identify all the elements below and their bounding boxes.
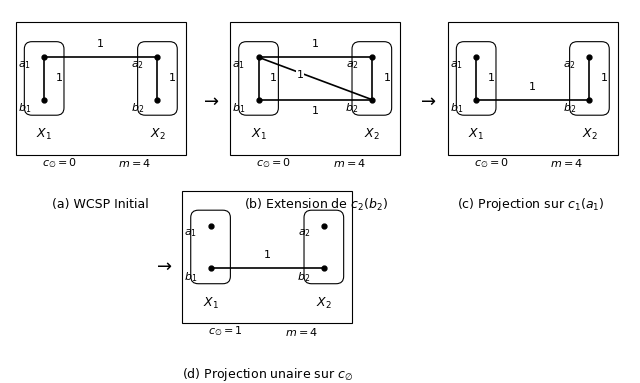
FancyBboxPatch shape [230,22,400,155]
Text: $X_1$: $X_1$ [36,127,52,142]
FancyBboxPatch shape [239,42,278,115]
Text: $\rightarrow$: $\rightarrow$ [200,92,220,110]
FancyBboxPatch shape [352,42,392,115]
FancyBboxPatch shape [24,42,64,115]
Text: $X_2$: $X_2$ [316,295,332,311]
Text: (a) WCSP Initial: (a) WCSP Initial [52,198,149,211]
Text: $b_{1}$: $b_{1}$ [450,101,463,115]
Text: $a_{1}$: $a_{1}$ [450,59,463,71]
Text: $c_\emptyset = 1$: $c_\emptyset = 1$ [208,325,243,339]
FancyBboxPatch shape [191,210,230,284]
Text: $a_{1}$: $a_{1}$ [18,59,31,71]
Text: (d) Projection unaire sur $c_\emptyset$: (d) Projection unaire sur $c_\emptyset$ [182,366,353,383]
Text: $a_{1}$: $a_{1}$ [232,59,245,71]
Text: 1: 1 [383,74,390,83]
Text: $a_{2}$: $a_{2}$ [298,228,310,239]
FancyBboxPatch shape [448,22,618,155]
FancyBboxPatch shape [138,42,177,115]
Text: $X_2$: $X_2$ [582,127,597,142]
Text: $a_{1}$: $a_{1}$ [184,228,197,239]
Text: $b_{2}$: $b_{2}$ [563,101,576,115]
FancyBboxPatch shape [304,210,344,284]
Text: $b_{2}$: $b_{2}$ [131,101,144,115]
Text: $X_2$: $X_2$ [150,127,165,142]
Text: $m = 4$: $m = 4$ [118,157,151,169]
Text: $c_\emptyset = 0$: $c_\emptyset = 0$ [42,156,77,170]
Text: 1: 1 [529,82,536,92]
Text: $X_1$: $X_1$ [203,295,218,311]
Text: $b_{1}$: $b_{1}$ [232,101,245,115]
Text: $a_{2}$: $a_{2}$ [346,59,358,71]
Text: $c_\emptyset = 0$: $c_\emptyset = 0$ [256,156,291,170]
FancyBboxPatch shape [570,42,609,115]
Text: 1: 1 [601,74,608,83]
Text: $b_{1}$: $b_{1}$ [18,101,31,115]
Text: $X_1$: $X_1$ [251,127,266,142]
FancyBboxPatch shape [16,22,186,155]
Text: $\rightarrow$: $\rightarrow$ [417,92,436,110]
Text: $m = 4$: $m = 4$ [550,157,583,169]
Text: $m = 4$: $m = 4$ [285,326,317,337]
Text: (c) Projection sur $c_1(a_1)$: (c) Projection sur $c_1(a_1)$ [458,196,605,213]
Text: $X_2$: $X_2$ [364,127,380,142]
Text: 1: 1 [296,70,303,80]
Text: 1: 1 [488,74,495,83]
Text: $X_1$: $X_1$ [468,127,484,142]
Text: $a_{2}$: $a_{2}$ [131,59,144,71]
Text: 1: 1 [312,106,319,116]
Text: 1: 1 [264,250,271,260]
Text: $b_{2}$: $b_{2}$ [298,270,310,284]
Text: 1: 1 [56,74,63,83]
Text: $m = 4$: $m = 4$ [333,157,365,169]
FancyBboxPatch shape [182,191,352,323]
Text: $c_\emptyset = 0$: $c_\emptyset = 0$ [474,156,509,170]
Text: $\rightarrow$: $\rightarrow$ [154,257,173,275]
Text: $a_{2}$: $a_{2}$ [563,59,576,71]
Text: $b_{1}$: $b_{1}$ [184,270,197,284]
Text: $b_{2}$: $b_{2}$ [346,101,358,115]
Text: 1: 1 [270,74,277,83]
Text: 1: 1 [97,39,104,49]
Text: (b) Extension de $c_2(b_2)$: (b) Extension de $c_2(b_2)$ [244,197,387,213]
Text: 1: 1 [169,74,176,83]
Text: 1: 1 [312,39,319,49]
FancyBboxPatch shape [456,42,496,115]
